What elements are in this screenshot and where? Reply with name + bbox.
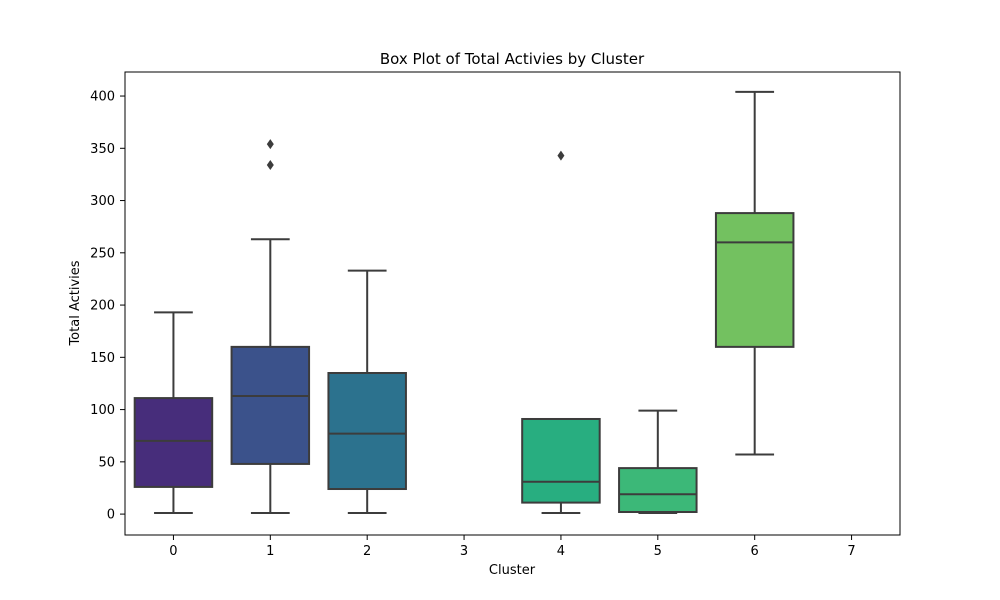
- cluster-2-box: [327, 372, 407, 491]
- y-tick-label: 100: [90, 403, 115, 418]
- x-tick-label: 3: [460, 544, 468, 559]
- y-tick-label: 150: [90, 351, 115, 366]
- y-tick-label: 350: [90, 142, 115, 157]
- chart-title: Box Plot of Total Activies by Cluster: [380, 50, 645, 68]
- x-tick-label: 5: [654, 544, 662, 559]
- y-tick-label: 0: [107, 508, 115, 523]
- x-tick-label: 7: [847, 544, 855, 559]
- y-tick-label: 200: [90, 299, 115, 314]
- y-tick-label: 50: [98, 455, 115, 470]
- cluster-1-outlier: [266, 160, 274, 171]
- cluster-5-box: [618, 467, 698, 514]
- y-axis-label: Total Activies: [68, 260, 83, 346]
- x-tick-label: 1: [266, 544, 274, 559]
- y-tick-label: 300: [90, 194, 115, 209]
- x-tick-label: 2: [363, 544, 371, 559]
- cluster-4-outlier: [557, 150, 565, 161]
- cluster-1-box: [230, 345, 311, 465]
- x-axis-label: Cluster: [489, 563, 536, 578]
- cluster-1-outlier: [266, 139, 274, 150]
- cluster-6-box: [714, 212, 795, 348]
- x-tick-label: 4: [557, 544, 565, 559]
- y-tick-label: 400: [90, 90, 115, 105]
- x-tick-label: 6: [751, 544, 759, 559]
- plot-frame: [124, 71, 901, 536]
- plot-area: 0 50 100 150 200 250 300 350 400 0 1 2 3 4 5 6 7: [90, 71, 901, 559]
- x-tick-label: 0: [169, 544, 177, 559]
- cluster-0-box: [133, 397, 214, 488]
- cluster-4-box: [521, 417, 601, 504]
- y-tick-label: 250: [90, 246, 115, 261]
